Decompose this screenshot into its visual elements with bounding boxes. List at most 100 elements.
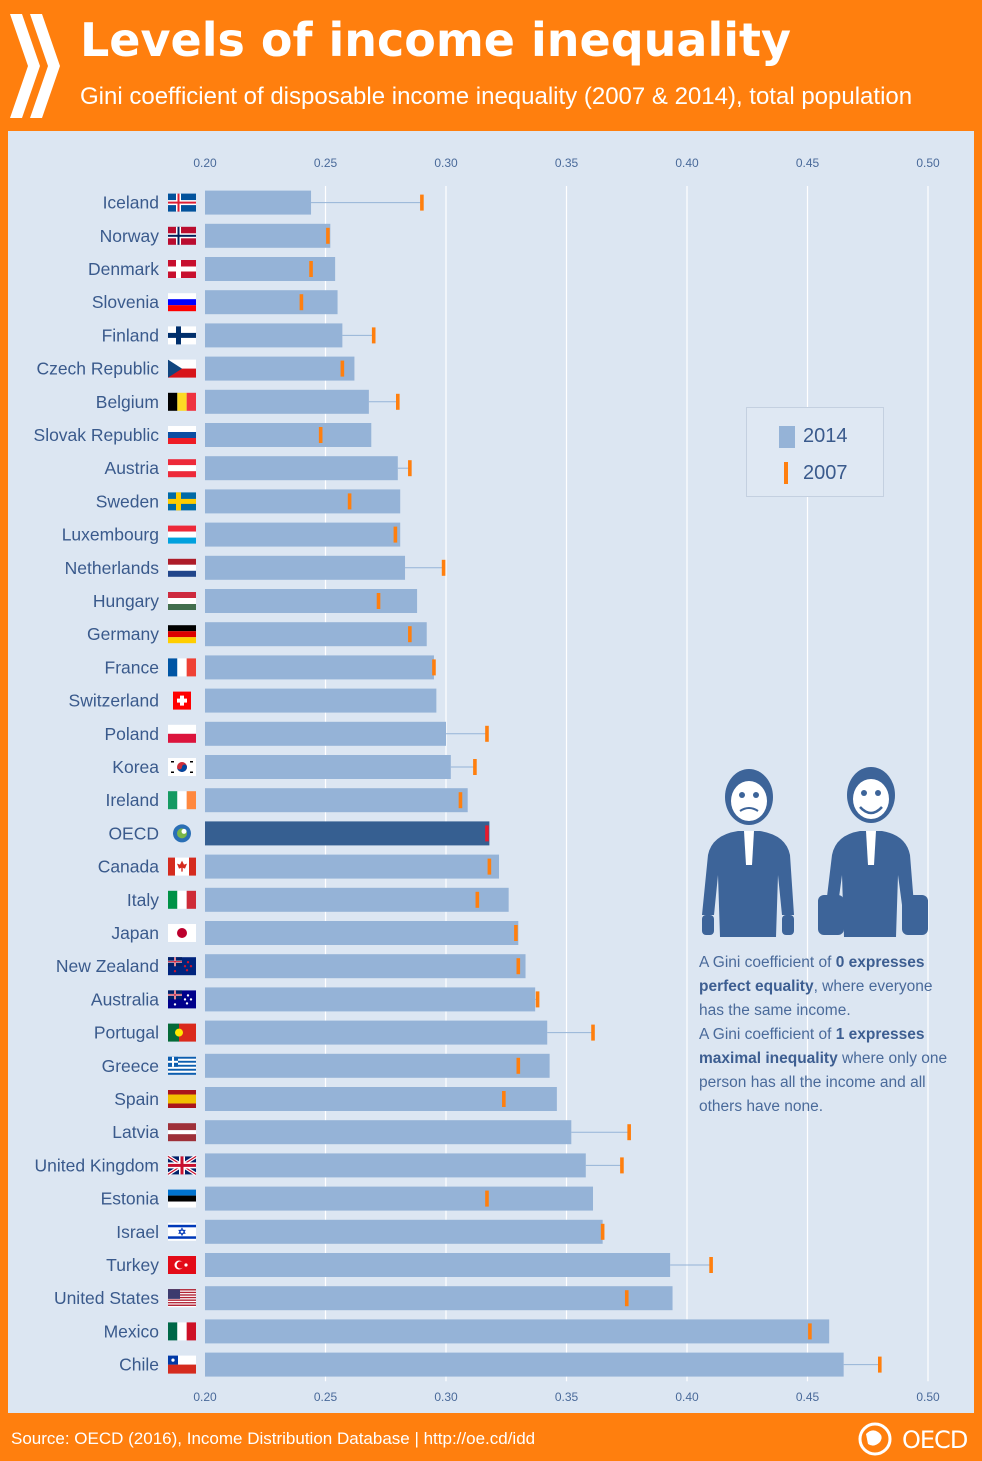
flag-part	[168, 1293, 196, 1295]
country-label: Australia	[91, 989, 159, 1009]
flag-part	[168, 1130, 196, 1135]
flag-part	[186, 961, 190, 964]
globe-icon	[858, 1422, 892, 1456]
flag-part	[168, 1289, 196, 1291]
footer: Source: OECD (2016), Income Distribution…	[0, 1414, 982, 1460]
bar-2014	[205, 721, 446, 746]
legend-item-2014: 2014	[747, 422, 885, 452]
flag-part	[173, 1003, 177, 1006]
flag-part	[168, 1195, 196, 1202]
marker-2007	[326, 227, 330, 244]
tick-label-top: 0.20	[193, 156, 217, 170]
flag-oecd	[173, 824, 191, 843]
country-label: OECD	[108, 823, 159, 843]
flag-part	[168, 299, 196, 306]
country-label: France	[105, 657, 159, 677]
flag-part	[168, 558, 196, 565]
flag-part	[189, 998, 193, 1001]
flag-part	[168, 234, 196, 237]
flag-part	[168, 604, 196, 610]
bar-2014	[205, 622, 427, 647]
flag-part	[168, 531, 196, 538]
country-label: Israel	[116, 1222, 159, 1242]
marker-2007	[624, 1290, 629, 1307]
bar-2014	[205, 688, 437, 713]
flag-part	[174, 990, 176, 1000]
marker-2007	[432, 659, 436, 676]
flag-czech-republic	[168, 359, 196, 378]
marker-2007	[347, 493, 352, 510]
country-label: Spain	[114, 1089, 159, 1109]
country-label: Chile	[119, 1355, 159, 1375]
flag-part	[168, 1060, 196, 1063]
flag-finland	[168, 326, 196, 345]
marker-2007	[878, 1356, 882, 1373]
flag-japan	[168, 924, 196, 942]
flag-part	[190, 771, 193, 773]
note-bold-2: 1 expresses maximal inequality	[699, 1026, 925, 1067]
tick-label-top: 0.30	[434, 156, 458, 170]
page-title: Levels of income inequality	[80, 13, 791, 67]
header: Levels of income inequality Gini coeffic…	[0, 0, 982, 128]
bar-2014	[205, 1053, 550, 1078]
note-bold-1: 0 expresses perfect equality	[699, 954, 925, 995]
country-label: Austria	[105, 458, 160, 478]
marker-2007	[591, 1024, 595, 1041]
marker-2007	[396, 393, 400, 410]
tick-label-top: 0.25	[314, 156, 338, 170]
flag-part	[177, 791, 187, 810]
bar-2014	[205, 755, 451, 779]
flag-part	[168, 1094, 196, 1104]
flag-switzerland	[173, 691, 191, 710]
flag-part	[168, 201, 196, 204]
marker-2007	[340, 360, 345, 377]
flag-part	[168, 1201, 196, 1208]
flag-part	[168, 1058, 196, 1061]
legend-label-2007: 2007	[803, 462, 848, 484]
flag-part	[168, 570, 196, 577]
marker-2007	[393, 526, 398, 543]
flag-part	[168, 1066, 196, 1069]
flag-slovak-republic	[168, 426, 196, 444]
flag-turkey	[168, 1256, 196, 1274]
flag-part	[168, 1295, 196, 1297]
flag-part	[177, 658, 187, 677]
marker-2007	[309, 261, 313, 277]
country-label: Canada	[98, 857, 160, 877]
bar-2014	[205, 1087, 557, 1111]
legend: 2014 2007	[746, 407, 884, 497]
flag-part	[168, 1322, 178, 1341]
tick-label-bottom: 0.25	[314, 1390, 338, 1404]
flag-iceland	[168, 193, 196, 212]
bar-2014	[205, 389, 369, 414]
country-label: Italy	[127, 890, 159, 910]
bar-2014	[205, 987, 536, 1012]
tick-label-bottom: 0.50	[916, 1390, 940, 1404]
bar-2014	[205, 788, 468, 813]
note-text-2: , where everyone has the same income.	[699, 978, 933, 1019]
marker-2007	[627, 1124, 631, 1141]
country-label: Finland	[102, 325, 159, 345]
flag-part	[171, 771, 174, 773]
flag-part	[181, 867, 183, 872]
bar-2014	[205, 356, 355, 381]
flag-hungary	[168, 592, 196, 610]
flag-slovenia	[168, 293, 196, 312]
flag-part	[168, 426, 196, 432]
flag-part	[168, 733, 196, 743]
flag-part	[168, 438, 196, 444]
gini-explanation-note: A Gini coefficient of 0 expresses perfec…	[699, 951, 955, 1119]
poor-and-rich-figures-icon	[702, 767, 928, 937]
flag-italy	[168, 890, 196, 909]
tick-label-top: 0.35	[555, 156, 579, 170]
bar-2014	[205, 323, 343, 348]
marker-2007	[408, 626, 412, 643]
source-link[interactable]: Source: OECD (2016), Income Distribution…	[11, 1429, 536, 1448]
flag-part	[177, 860, 187, 869]
flag-latvia	[168, 1123, 196, 1142]
flag-part	[186, 890, 196, 909]
bar-2014	[205, 589, 418, 613]
legend-label-2014: 2014	[803, 425, 848, 447]
marker-2007	[475, 891, 480, 908]
marker-2007	[473, 759, 477, 775]
